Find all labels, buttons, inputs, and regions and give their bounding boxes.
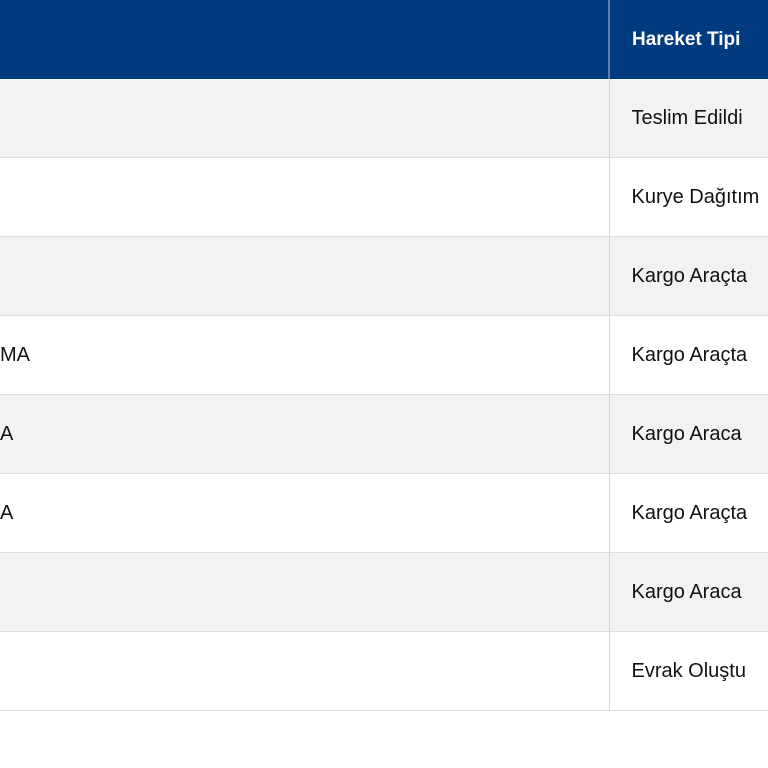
- cell-location: [0, 236, 610, 316]
- cell-location: A: [0, 473, 610, 553]
- cell-movement-type: Kargo Araca: [609, 552, 768, 632]
- table-header-row: Hareket Tipi: [0, 0, 768, 79]
- cell-movement-type: Evrak Oluştu: [609, 631, 768, 711]
- cell-movement-type: Kargo Araca: [609, 394, 768, 474]
- table-row: Kargo Araçta: [0, 236, 768, 316]
- table-row: A Kargo Araçta: [0, 473, 768, 553]
- table-row: Kurye Dağıtım: [0, 157, 768, 237]
- table-row: MA Kargo Araçta: [0, 315, 768, 395]
- table-row: Evrak Oluştu: [0, 631, 768, 711]
- cell-location: A: [0, 394, 610, 474]
- cell-location: [0, 157, 610, 237]
- cell-location: [0, 631, 610, 711]
- cell-movement-type: Kargo Araçta: [609, 315, 768, 395]
- table-row: Kargo Araca: [0, 552, 768, 632]
- cell-movement-type: Kargo Araçta: [609, 236, 768, 316]
- table-row: A Kargo Araca: [0, 394, 768, 474]
- column-header-movement-type: Hareket Tipi: [609, 0, 768, 79]
- cell-location: [0, 552, 610, 632]
- table-row: Teslim Edildi: [0, 79, 768, 158]
- cell-location: MA: [0, 315, 610, 395]
- cell-movement-type: Kargo Araçta: [609, 473, 768, 553]
- cell-location: [0, 79, 610, 158]
- cell-movement-type: Teslim Edildi: [609, 79, 768, 158]
- column-header: [0, 0, 610, 79]
- shipment-movements-table: Hareket Tipi Teslim Edildi Kurye Dağıtım K…: [0, 0, 768, 711]
- cell-movement-type: Kurye Dağıtım: [609, 157, 768, 237]
